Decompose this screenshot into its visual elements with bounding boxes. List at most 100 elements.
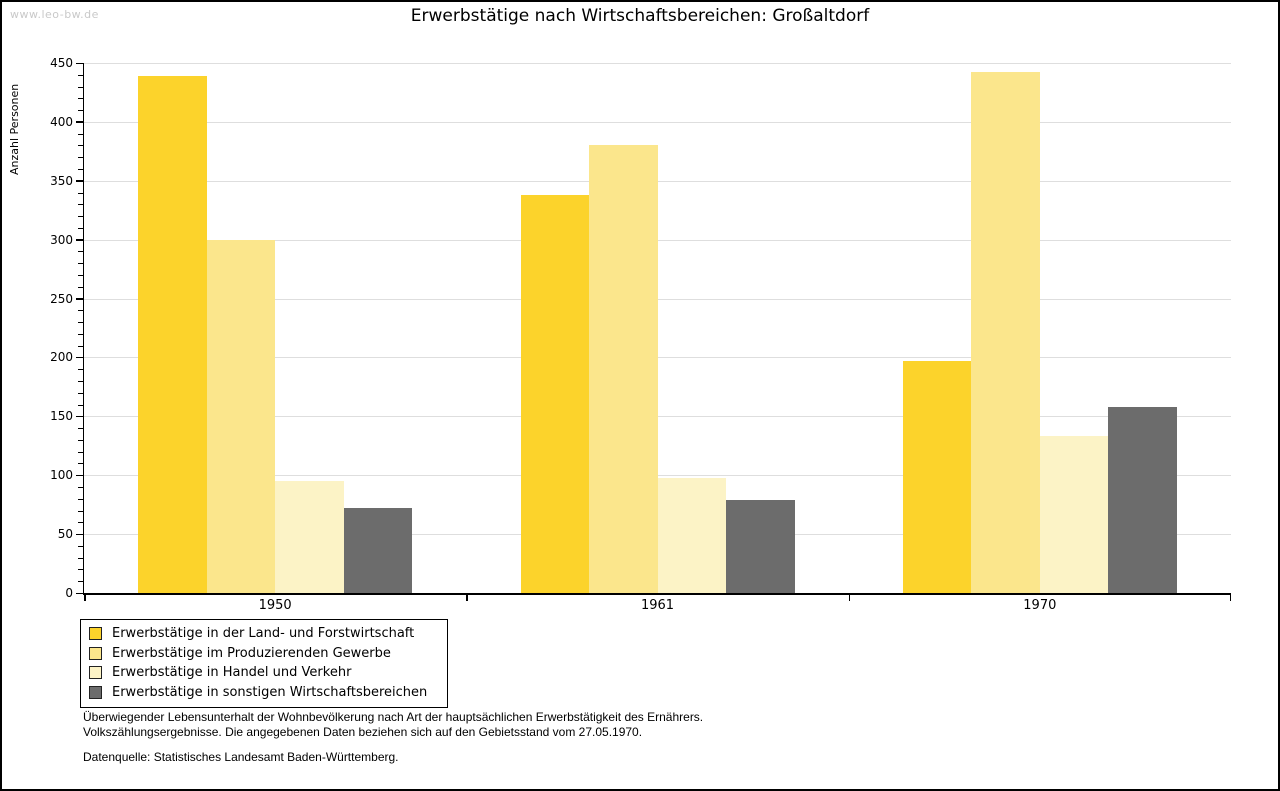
y-major-tick-100 — [75, 474, 83, 477]
y-tick-label: 350 — [50, 173, 73, 188]
y-minor-tick — [77, 216, 83, 218]
y-minor-tick — [77, 169, 83, 170]
y-minor-tick — [77, 545, 83, 547]
bar-1970-series-3 — [1039, 436, 1109, 593]
y-axis-title: Anzahl Personen — [8, 83, 21, 175]
y-tick-label: 400 — [50, 114, 73, 129]
legend-label: Erwerbstätige im Produzierenden Gewerbe — [112, 645, 391, 661]
footnotes: Überwiegender Lebensunterhalt der Wohnbe… — [83, 710, 703, 765]
y-minor-tick — [77, 310, 83, 312]
y-minor-tick — [77, 204, 83, 206]
y-tick-label: 150 — [50, 409, 73, 424]
y-tick-label: 0 — [65, 586, 73, 600]
bar-1970-series-4 — [1108, 406, 1177, 593]
y-minor-tick — [77, 275, 83, 276]
y-minor-tick — [77, 251, 83, 253]
y-major-tick-450 — [75, 62, 83, 64]
legend-label: Erwerbstätige in der Land- und Forstwirt… — [112, 626, 415, 642]
x-axis-tick — [466, 595, 468, 601]
gridline-y-100 — [84, 475, 1231, 477]
y-tick-label: 50 — [57, 527, 73, 542]
y-major-tick-0 — [75, 592, 83, 594]
y-tick-label: 200 — [50, 350, 73, 365]
y-minor-tick — [77, 145, 83, 147]
y-minor-tick — [77, 557, 83, 559]
legend-swatch-icon — [89, 685, 102, 699]
y-minor-tick — [77, 263, 83, 265]
y-minor-tick — [77, 227, 83, 229]
bar-1961-series-4 — [726, 499, 795, 593]
y-minor-tick — [77, 392, 83, 394]
y-minor-tick — [77, 487, 83, 488]
gridline-y-200 — [84, 357, 1231, 359]
legend-box: Erwerbstätige in der Land- und Forstwirt… — [80, 619, 448, 708]
y-minor-tick — [77, 157, 83, 159]
plot-area: 0 50 100 150 200 250 300 350 400 450 1950 1961 1970 — [50, 56, 1231, 613]
footnote-line-1: Überwiegender Lebensunterhalt der Wohnbe… — [83, 710, 704, 724]
y-minor-tick — [77, 569, 83, 571]
bar-1950-series-3 — [275, 481, 344, 593]
x-category-label: 1970 — [1023, 598, 1057, 613]
legend-swatch-icon — [89, 646, 102, 660]
gridline-y-350 — [84, 180, 1231, 182]
watermark: www.leo-bw.de — [10, 8, 99, 21]
x-axis-tick — [848, 595, 851, 601]
gridline-y-300 — [84, 239, 1231, 241]
y-minor-tick — [77, 286, 83, 288]
x-category-label: 1950 — [258, 598, 292, 613]
legend-item-2: Erwerbstätige im Produzierenden Gewerbe — [87, 644, 441, 664]
y-minor-tick — [77, 98, 83, 100]
y-minor-tick — [77, 439, 83, 441]
y-major-tick-300 — [75, 239, 83, 241]
bar-1950-series-4 — [343, 508, 413, 593]
y-major-tick-200 — [75, 356, 83, 359]
y-minor-tick — [77, 369, 83, 371]
y-tick-label: 250 — [50, 291, 73, 306]
legend-item-1: Erwerbstätige in der Land- und Forstwirt… — [87, 624, 441, 644]
legend-item-4: Erwerbstätige in sonstigen Wirtschaftsbe… — [87, 683, 441, 703]
y-minor-tick — [77, 333, 83, 335]
bar-1961-series-2 — [589, 145, 658, 593]
bar-1961-series-1 — [520, 194, 589, 593]
y-major-tick-150 — [75, 415, 83, 418]
y-tick-label: 450 — [50, 56, 73, 70]
gridline-y-150 — [84, 416, 1231, 418]
y-major-tick-50 — [75, 533, 83, 536]
y-minor-tick — [77, 404, 83, 406]
y-minor-tick — [77, 345, 83, 347]
y-minor-tick — [77, 192, 83, 194]
gridline-y-400 — [84, 121, 1231, 123]
y-tick-label: 100 — [50, 468, 73, 483]
y-minor-tick — [77, 428, 83, 430]
bar-1950-series-2 — [206, 239, 276, 593]
y-tick-label: 300 — [50, 232, 73, 247]
bar-1961-series-3 — [657, 477, 726, 593]
y-minor-tick — [77, 381, 83, 382]
x-axis-tick — [84, 595, 86, 601]
y-minor-tick — [77, 522, 83, 524]
chart-title: Erwerbstätige nach Wirtschaftsbereichen:… — [410, 6, 870, 26]
legend-swatch-icon — [89, 666, 102, 680]
gridline-y-450 — [84, 63, 1231, 64]
x-category-label: 1961 — [640, 598, 675, 613]
gridline-y-250 — [84, 298, 1231, 300]
x-axis-tick — [1229, 595, 1231, 601]
footnote-line-2: Volkszählungsergebnisse. Die angegebenen… — [83, 724, 643, 739]
y-minor-tick — [77, 322, 83, 324]
legend-swatch-icon — [89, 627, 102, 641]
y-major-tick-250 — [75, 298, 83, 300]
y-minor-tick — [77, 451, 83, 453]
legend-label: Erwerbstätige in sonstigen Wirtschaftsbe… — [112, 684, 428, 700]
bar-1970-series-1 — [902, 360, 972, 593]
y-major-tick-350 — [75, 180, 83, 182]
y-minor-tick — [77, 463, 83, 465]
y-minor-tick — [77, 74, 83, 76]
y-minor-tick — [77, 498, 83, 500]
bar-1950-series-1 — [138, 75, 207, 593]
y-minor-tick — [77, 86, 83, 88]
y-minor-tick — [77, 510, 83, 512]
y-minor-tick — [77, 581, 83, 583]
y-major-tick-400 — [75, 121, 83, 123]
bar-1970-series-2 — [971, 72, 1040, 593]
